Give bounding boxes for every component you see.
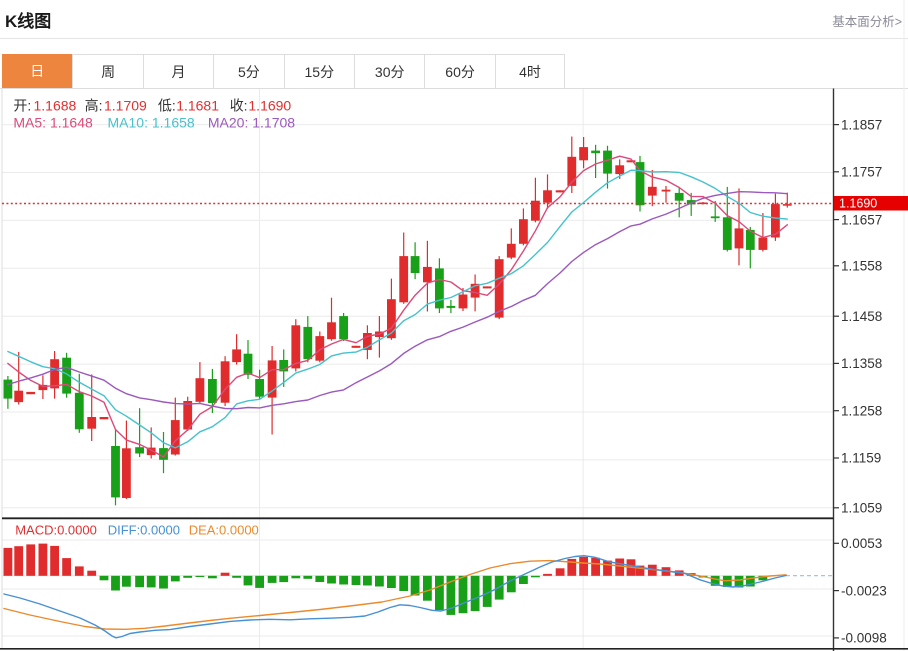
svg-text:1.1757: 1.1757	[841, 165, 882, 180]
svg-text:1.1558: 1.1558	[841, 259, 882, 274]
svg-text:收:: 收:	[230, 97, 248, 113]
svg-text:MA20: 1.1708: MA20: 1.1708	[208, 114, 295, 130]
svg-text:MA10: 1.1658: MA10: 1.1658	[108, 114, 195, 130]
svg-text:MA5: 1.1648: MA5: 1.1648	[13, 114, 93, 130]
svg-text:1.1709: 1.1709	[104, 97, 147, 113]
svg-text:-0.0023: -0.0023	[841, 583, 887, 598]
svg-text:DIFF:0.0000: DIFF:0.0000	[108, 523, 180, 538]
svg-text:DEA:0.0000: DEA:0.0000	[189, 523, 259, 538]
svg-text:开:: 开:	[13, 97, 31, 113]
svg-text:1.1681: 1.1681	[176, 97, 219, 113]
svg-text:1.1258: 1.1258	[841, 403, 882, 418]
svg-text:1.1458: 1.1458	[841, 309, 882, 324]
svg-text:低:: 低:	[158, 97, 176, 113]
svg-text:1.1059: 1.1059	[841, 501, 882, 516]
svg-text:1.1690: 1.1690	[839, 197, 877, 211]
svg-text:0.0053: 0.0053	[841, 536, 882, 551]
svg-text:1.1688: 1.1688	[34, 97, 77, 113]
svg-text:高:: 高:	[85, 97, 103, 113]
svg-text:1.1358: 1.1358	[841, 356, 882, 371]
svg-text:1.1657: 1.1657	[841, 212, 882, 227]
svg-text:MACD:0.0000: MACD:0.0000	[15, 523, 97, 538]
svg-text:-0.0098: -0.0098	[841, 631, 887, 646]
svg-text:1.1857: 1.1857	[841, 117, 882, 132]
svg-text:1.1159: 1.1159	[841, 451, 881, 466]
svg-text:1.1690: 1.1690	[248, 97, 291, 113]
